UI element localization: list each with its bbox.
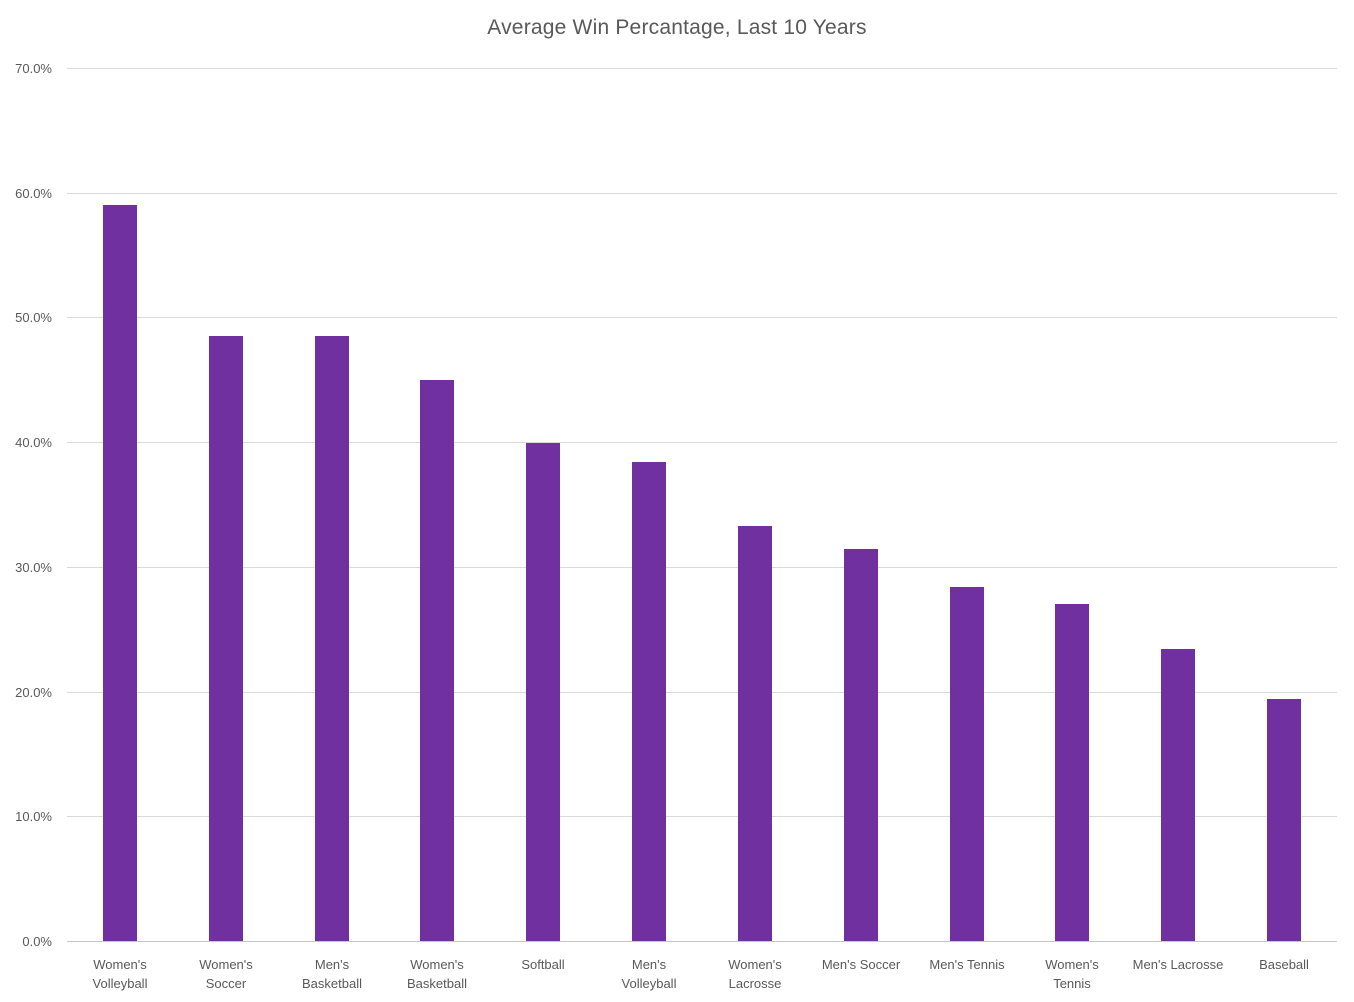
x-axis-category-label: Men's Volleyball <box>621 957 677 991</box>
x-axis-category-label: Men's Lacrosse <box>1132 957 1224 972</box>
x-axis-category-label: Women's Lacrosse <box>728 957 782 991</box>
gridline <box>67 68 1337 69</box>
bar <box>844 549 878 941</box>
bar <box>950 587 984 941</box>
x-axis-category-label: Men's Tennis <box>929 957 1005 972</box>
x-axis-category-label: Softball <box>521 957 565 972</box>
bar <box>632 462 666 941</box>
y-axis-tick-label: 30.0% <box>15 560 52 575</box>
bar <box>1267 699 1301 941</box>
gridline <box>67 442 1337 443</box>
gridline <box>67 567 1337 568</box>
x-axis-category-label: Baseball <box>1259 957 1309 972</box>
gridline <box>67 317 1337 318</box>
gridline <box>67 193 1337 194</box>
x-axis-category-label: Men's Basketball <box>302 957 362 991</box>
y-axis-tick-label: 0.0% <box>22 934 52 949</box>
bar <box>103 205 137 941</box>
x-axis-category-label: Women's Basketball <box>407 957 467 991</box>
chart-title: Average Win Percantage, Last 10 Years <box>487 16 867 39</box>
bar <box>315 336 349 941</box>
bar <box>209 336 243 941</box>
gridline <box>67 692 1337 693</box>
x-axis-category-label: Men's Soccer <box>821 957 901 972</box>
bar <box>738 526 772 941</box>
y-axis-tick-label: 40.0% <box>15 435 52 450</box>
bar <box>420 380 454 941</box>
y-axis-tick-label: 20.0% <box>15 685 52 700</box>
x-axis-category-label: Women's Tennis <box>1045 957 1099 991</box>
y-axis-tick-label: 70.0% <box>15 61 52 76</box>
x-axis-line <box>67 941 1337 942</box>
y-axis-tick-label: 50.0% <box>15 310 52 325</box>
bar <box>526 443 560 941</box>
x-axis-category-label: Women's Volleyball <box>92 957 148 991</box>
bar <box>1161 649 1195 941</box>
y-axis-tick-label: 60.0% <box>15 186 52 201</box>
bar <box>1055 604 1089 941</box>
x-axis-category-label: Women's Soccer <box>199 957 253 991</box>
gridline <box>67 816 1337 817</box>
y-axis-tick-label: 10.0% <box>15 809 52 824</box>
